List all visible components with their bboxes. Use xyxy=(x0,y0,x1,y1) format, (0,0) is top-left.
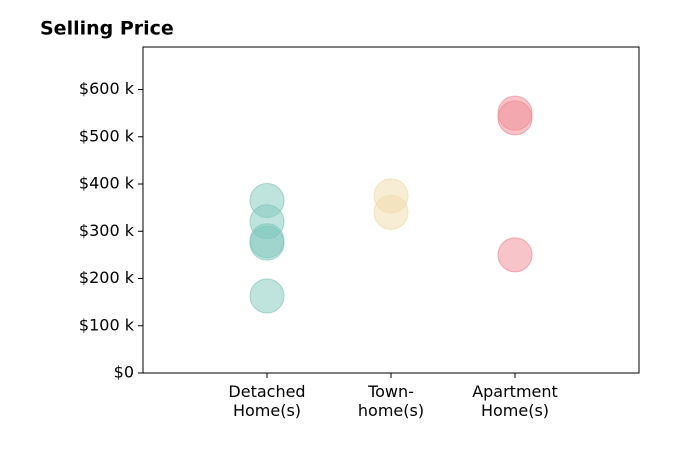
y-tick-label: $500 k xyxy=(79,126,135,145)
point xyxy=(249,225,285,261)
y-tick-label: $100 k xyxy=(79,315,135,334)
point xyxy=(497,100,533,136)
point xyxy=(249,278,285,314)
x-tick-label: Apartment Home(s) xyxy=(472,382,558,420)
y-tick-label: $0 xyxy=(114,363,134,382)
chart-title: Selling Price xyxy=(40,18,174,40)
y-tick-label: $300 k xyxy=(79,221,135,240)
point xyxy=(373,194,409,230)
x-tick-label: Detached Home(s) xyxy=(228,382,305,420)
y-tick-label: $600 k xyxy=(79,79,135,98)
y-tick-label: $400 k xyxy=(79,174,135,193)
y-tick-label: $200 k xyxy=(79,268,135,287)
x-tick-label: Town-home(s) xyxy=(358,382,424,420)
point xyxy=(497,237,533,273)
